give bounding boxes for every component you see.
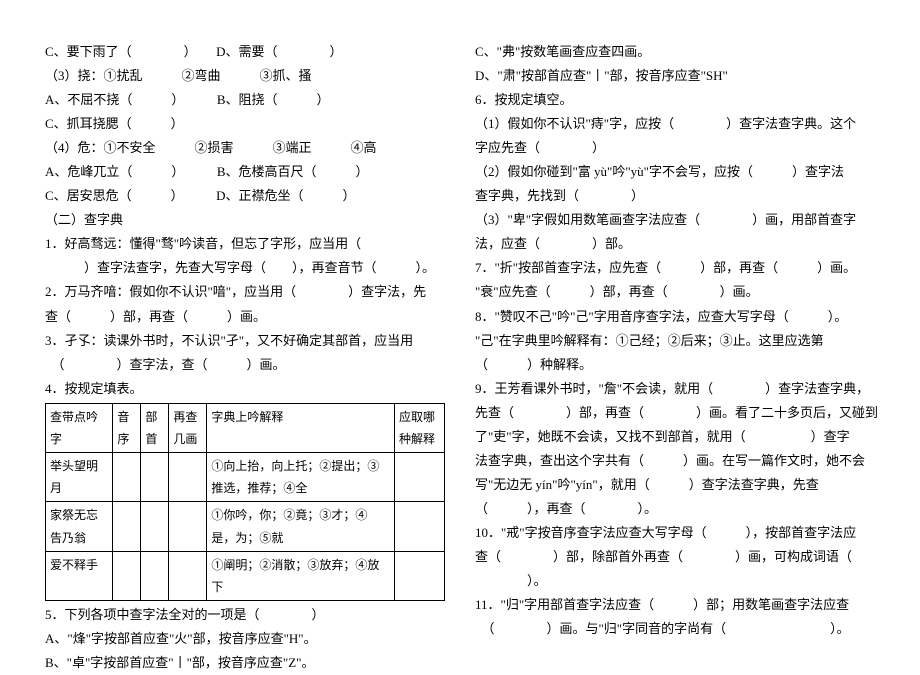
text-line: 查（ ）部，再查（ ）画。 [45,305,445,329]
text-line: 9．王芳看课外书时，"詹"不会读，就用（ ）查字法查字典， [475,377,875,401]
text-line: （ ）种解释。 [475,353,875,377]
text-line: 字应先查（ ） [475,136,875,160]
right-column: C、"弗"按数笔画查应查四画。 D、"肃"按部首应查"丨"部，按音序应查"SH"… [475,40,875,632]
table-header: 音序 [113,403,141,452]
text-line: ）查字法查字，先查大写字母（ ），再查音节（ ）。 [45,256,445,280]
text-line: 1．好高骛远：懂得"骛"吟读音，但忘了字形，应当用（ [45,232,445,256]
text-line: 查（ ）部，除部首外再查（ ）画，可构成词语（ [475,545,875,569]
table-row: 爱不释手 ①阐明；②消散；③放弃；④放下 [46,551,445,600]
text-line: "己"在字典里吟解释有：①己经；②后来；③止。这里应选第 [475,329,875,353]
text-line: 法查字典，查出这个字共有（ ）画。在写一篇作文时，她不会 [475,449,875,473]
text-line: 2．万马齐喑：假如你不认识"喑"，应当用（ ）查字法，先 [45,280,445,304]
table-cell: ①你吟，你；②竟；③才；④是，为；⑤就 [207,502,395,551]
table-header: 字典上吟解释 [207,403,395,452]
text-line: C、要下雨了（ ） D、需要（ ） [45,40,445,64]
left-column: C、要下雨了（ ） D、需要（ ） （3）挠：①扰乱 ②弯曲 ③抓、搔 A、不屈… [45,40,445,632]
table-row: 家祭无忘告乃翁 ①你吟，你；②竟；③才；④是，为；⑤就 [46,502,445,551]
table-cell [395,551,445,600]
table-header-row: 查带点吟字 音序 部首 再查几画 字典上吟解释 应取哪种解释 [46,403,445,452]
text-line: 法，应查（ ）部。 [475,232,875,256]
table-cell: ①阐明；②消散；③放弃；④放下 [207,551,395,600]
table-cell [169,551,207,600]
table-header: 查带点吟字 [46,403,113,452]
section-heading: （二）查字典 [45,208,445,232]
text-line: C、"弗"按数笔画查应查四画。 [475,40,875,64]
table-header: 部首 [141,403,169,452]
text-line: （3）"卑"字假如用数笔画查字法应查（ ）画，用部首查字 [475,208,875,232]
table-cell [141,453,169,502]
text-line: 11．"归"字用部首查字法应查（ ）部；用数笔画查字法应查 [475,593,875,617]
text-line: 8．"赞叹不己"吟"己"字用音序查字法，应查大写字母（ ）。 [475,305,875,329]
text-line: "衰"应先查（ ）部，再查（ ）画。 [475,280,875,304]
text-line: 5．下列各项中查字法全对的一项是（ ） [45,603,445,627]
text-line: 查字典，先找到（ ） [475,184,875,208]
table-cell [395,502,445,551]
text-line: （2）假如你碰到"富 yù"吟"yù"字不会写，应按（ ）查字法 [475,160,875,184]
text-line: 10．"戒"字按音序查字法应查大写字母（ ），按部首查字法应 [475,521,875,545]
table-header: 应取哪种解释 [395,403,445,452]
text-line: （4）危：①不安全 ②损害 ③端正 ④高 [45,136,445,160]
table-cell [141,502,169,551]
text-line: B、"卓"字按部首应查"丨"部，按音序应查"Z"。 [45,651,445,675]
text-line: 7．"折"按部首查字法，应先查（ ）部，再查（ ）画。 [475,256,875,280]
table-cell [113,502,141,551]
table-row: 举头望明月 ①向上抬，向上托；②提出；③推选，推荐；④全 [46,453,445,502]
table-cell [169,453,207,502]
text-line: D、"肃"按部首应查"丨"部，按音序应查"SH" [475,64,875,88]
table-cell: 爱不释手 [46,551,113,600]
table-cell [141,551,169,600]
table-cell: ①向上抬，向上托；②提出；③推选，推荐；④全 [207,453,395,502]
dictionary-table: 查带点吟字 音序 部首 再查几画 字典上吟解释 应取哪种解释 举头望明月 ①向上… [45,403,445,602]
table-cell [113,551,141,600]
text-line: （3）挠：①扰乱 ②弯曲 ③抓、搔 [45,64,445,88]
text-line: （ ）画。与"归"字同音的字尚有（ ）。 [475,617,875,641]
text-line: C、居安思危（ ） D、正襟危坐（ ） [45,184,445,208]
text-line: 3．孑孓：读课外书时，不认识"孑"，又不好确定其部首，应当用 [45,329,445,353]
text-line: A、"烽"字按部首应查"火"部，按音序应查"H"。 [45,627,445,651]
text-line: A、不屈不挠（ ） B、阻挠（ ） [45,88,445,112]
text-line: （1）假如你不认识"痔"字，应按（ ）查字法查字典。这个 [475,112,875,136]
text-line: （ ）查字法，查（ ）画。 [45,353,445,377]
text-line: C、抓耳挠腮（ ） [45,112,445,136]
text-line: 写"无边无 yín"吟"yín"，就用（ ）查字法查字典，先查 [475,473,875,497]
text-line: 了"吏"字，她既不会读，又找不到部首，就用（ ）查字 [475,425,875,449]
table-cell: 家祭无忘告乃翁 [46,502,113,551]
table-cell [395,453,445,502]
table-cell [169,502,207,551]
table-header: 再查几画 [169,403,207,452]
text-line: A、危峰兀立（ ） B、危楼高百尺（ ） [45,160,445,184]
text-line: （ ），再查（ ）。 [475,497,875,521]
text-line: ）。 [475,569,875,593]
text-line: 先查（ ）部，再查（ ）画。看了二十多页后，又碰到 [475,401,875,425]
text-line: 6．按规定填空。 [475,88,875,112]
table-cell: 举头望明月 [46,453,113,502]
table-cell [113,453,141,502]
text-line: 4．按规定填表。 [45,377,445,401]
